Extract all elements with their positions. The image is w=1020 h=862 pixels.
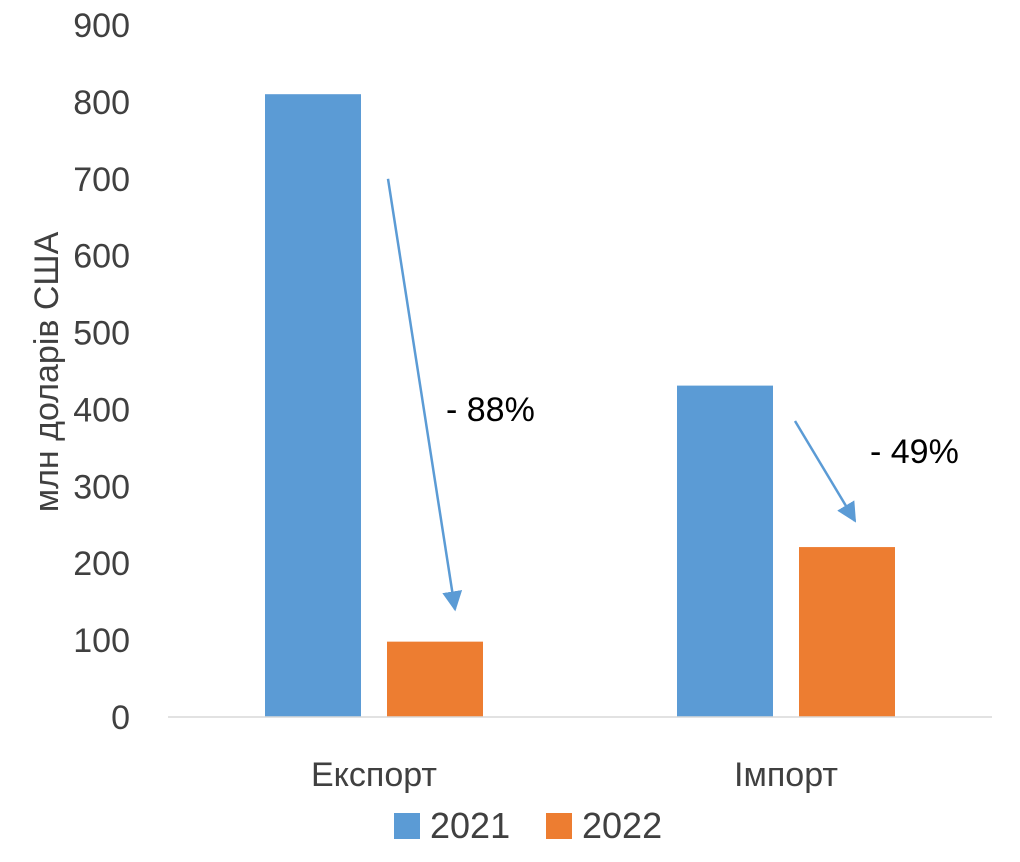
change-annotation: - 49% [870, 433, 959, 471]
x-category-label: Експорт [311, 756, 437, 794]
bar-2022-Імпорт [799, 547, 895, 717]
y-tick-label: 400 [73, 391, 130, 429]
y-tick-label: 300 [73, 468, 130, 506]
change-arrow [793, 420, 857, 523]
y-tick-label: 800 [73, 84, 130, 122]
bar-2021-Експорт [265, 94, 361, 717]
legend: 2021 2022 [394, 805, 662, 846]
y-tick-label: 200 [73, 545, 130, 583]
y-tick-label: 700 [73, 161, 130, 199]
y-tick-label: 0 [111, 699, 130, 737]
y-tick-label: 500 [73, 315, 130, 353]
y-tick-label: 600 [73, 238, 130, 276]
legend-label: 2022 [582, 805, 662, 846]
legend-swatch [546, 813, 572, 839]
change-arrow [386, 178, 463, 612]
bar-2021-Імпорт [677, 385, 773, 717]
y-tick-label: 900 [73, 7, 130, 45]
x-category-label: Імпорт [734, 756, 838, 794]
bars-group [265, 94, 895, 717]
change-annotation: - 88% [446, 391, 535, 429]
legend-label: 2021 [430, 805, 510, 846]
y-axis-ticks: 0 100 200 300 400 500 600 700 800 900 [73, 7, 130, 737]
legend-swatch [394, 813, 420, 839]
bar-2022-Експорт [387, 641, 483, 717]
y-axis-label: млн доларів США [28, 231, 66, 512]
x-axis-labels: Експорт Імпорт [311, 756, 838, 794]
y-tick-label: 100 [73, 622, 130, 660]
annotations-group: - 88% - 49% [386, 178, 959, 612]
